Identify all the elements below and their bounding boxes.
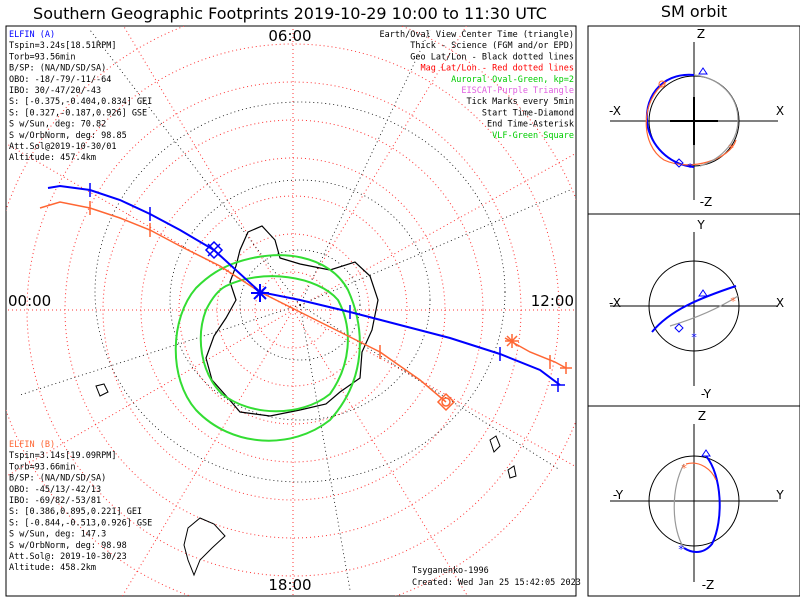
elfin-a-tick-marks: [89, 183, 501, 361]
legend-line: Geo Lat/Lon - Black dotted lines: [410, 52, 574, 62]
legend-line: EISCAT-Purple Triangle: [461, 86, 574, 96]
orbit-xz-bottom-label: -Z: [700, 195, 713, 209]
orbit-plot-yz: * * Z -Z -Y Y: [610, 409, 784, 592]
elfin-b-info-line: OBO: -45/13/-42/13: [9, 485, 101, 495]
elfin-a-info-line: S: [-0.375,-0.404,0.834] GEI: [9, 97, 152, 107]
orbit-xy-top-label: Y: [696, 218, 705, 232]
elfin-b-info-line: Att.Sol@: 2019-10-30/23: [9, 552, 127, 562]
orbit-panels: * * Z -Z -X X * * Y -Y -X X: [587, 25, 800, 597]
elfin-a-info-line: S: [0.327,-0.187,0.926] GSE: [9, 108, 147, 118]
elfin-a-info-line: Torb=93.56min: [9, 52, 76, 62]
elfin-b-info-line: S w/Sun, deg: 147.3: [9, 530, 106, 540]
legend-line: Auroral Oval-Green, kp=2: [451, 75, 574, 85]
legend-line: VLF-Green Square: [492, 131, 574, 141]
elfin-b-info-line: IBO: -69/82/-53/81: [9, 496, 101, 506]
island-northwest: [95, 383, 109, 397]
elfin-b-info-line: S: [0.386,0.895,0.221] GEI: [9, 507, 142, 517]
orbit-yz-top-label: Z: [698, 409, 706, 423]
elfin-a-info-line: Altitude: 457.4km: [9, 153, 96, 163]
elfin-a-center-asterisk: [251, 284, 269, 302]
legend-line: Tick Marks every 5min: [467, 97, 574, 107]
legend-line: End Time-Asterisk: [487, 120, 574, 130]
legend-line: Mag Lat/Lon - Red dotted lines: [420, 64, 574, 74]
created-timestamp: Created: Wed Jan 25 15:42:05 2023: [412, 578, 581, 588]
map-frame: [5, 25, 577, 597]
mlt-label-left: 00:00: [8, 292, 51, 310]
elfin-b-track-east: [504, 337, 567, 369]
orbit-xy-bottom-label: -Y: [701, 387, 712, 401]
orbit-xy-right-label: X: [776, 296, 784, 310]
orbit-plot-xy: * * Y -Y -X X: [609, 218, 784, 401]
elfin-a-info-line: B/SP: (NA/ND/SD/SA): [9, 64, 106, 74]
antarctica-coastline: [205, 225, 379, 417]
orbit-xz-top-label: Z: [697, 27, 705, 41]
svg-text:*: *: [728, 142, 735, 155]
mlt-label-bottom: 18:00: [268, 576, 311, 594]
auroral-oval-inner: [199, 275, 349, 413]
elfin-a-info-line: S w/Sun, deg: 70.82: [9, 120, 106, 130]
elfin-b-info-line: ELFIN (B): [9, 440, 55, 450]
orbit-panel-yz: [587, 405, 800, 597]
elfin-b-start-diamond: [436, 392, 456, 412]
main-title: Southern Geographic Footprints 2019-10-2…: [33, 4, 547, 23]
orbit-yz-right-label: Y: [775, 488, 784, 502]
mlt-label-top: 06:00: [268, 27, 311, 45]
orbit-plot-xz: * * Z -Z -X X: [609, 27, 784, 209]
elfin-a-info-line: ELFIN (A): [9, 30, 55, 40]
orbit-xz-right-label: X: [776, 104, 784, 118]
legend-line: Earth/Oval View Center Time (triangle): [380, 30, 574, 40]
svg-text:*: *: [730, 295, 737, 308]
elfin-a-info-line: Att.Sol@2019-10-30/01: [9, 142, 116, 152]
legend-line: Thick - Science (FGM and/or EPD): [410, 41, 574, 51]
svg-text:*: *: [681, 462, 688, 475]
elfin-a-info-line: IBO: 30/-47/20/-43: [9, 86, 101, 96]
elfin-a-start-diamond: [204, 240, 224, 260]
elfin-b-info-line: B/SP: (NA/ND/SD/SA): [9, 474, 106, 484]
map-area: [6, 26, 576, 596]
elfin-a-info: ELFIN (A)Tspin=3.24s[18.51RPM]Torb=93.56…: [9, 30, 152, 163]
orbit-xz-left-label: -X: [609, 104, 621, 118]
orbit-yz-left-label: -Y: [613, 488, 624, 502]
model-credit: Tsyganenko-1996: [412, 566, 489, 576]
south-america-tip: [183, 517, 226, 577]
elfin-b-info-line: Tspin=3.14s[19.09RPM]: [9, 451, 116, 461]
island-east: [489, 435, 517, 479]
elfin-a-end-asterisk: [551, 378, 565, 392]
elfin-b-info-line: S: [-0.844,-0.513,0.926] GSE: [9, 518, 152, 528]
orbit-xy-left-label: -X: [609, 296, 621, 310]
elfin-b-tick-marks: [89, 201, 551, 369]
elfin-a-info-line: OBO: -18/-79/-11/-64: [9, 75, 111, 85]
elfin-a-info-line: S w/OrbNorm, deg: 98.85: [9, 131, 127, 141]
legend-line: Start Time-Diamond: [482, 108, 574, 118]
elfin-b-info-line: Altitude: 458.2km: [9, 563, 96, 573]
legend: Earth/Oval View Center Time (triangle)Th…: [380, 30, 574, 141]
elfin-a-info-line: Tspin=3.24s[18.51RPM]: [9, 41, 116, 51]
svg-text:*: *: [691, 331, 698, 344]
elfin-b-info: ELFIN (B)Tspin=3.14s[19.09RPM]Torb=93.66…: [9, 440, 152, 573]
mlt-label-right: 12:00: [531, 292, 574, 310]
elfin-b-info-line: S w/OrbNorm, deg: 98.98: [9, 541, 127, 551]
elfin-b-info-line: Torb=93.66min: [9, 462, 76, 472]
orbit-yz-bottom-label: -Z: [702, 578, 715, 592]
elfin-b-end-asterisk: [505, 334, 572, 374]
svg-text:*: *: [678, 543, 685, 556]
svg-text:*: *: [687, 161, 694, 174]
auroral-oval-outer: [174, 254, 361, 442]
orbit-title: SM orbit: [661, 2, 727, 21]
